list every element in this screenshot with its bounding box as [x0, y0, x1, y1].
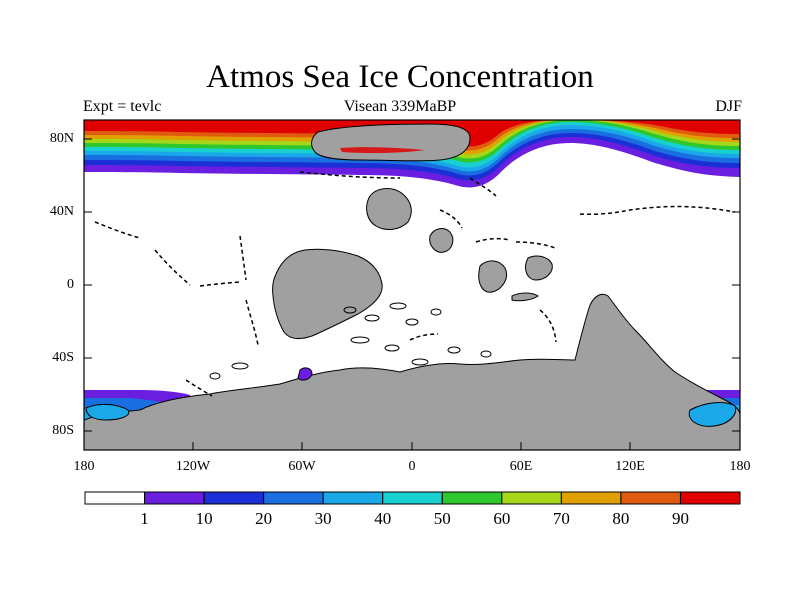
- colorbar-swatch: [84, 491, 146, 505]
- angara-inland-ice: [340, 147, 425, 154]
- map-title: Atmos Sea Ice Concentration: [206, 59, 594, 95]
- laurussia-landmass: [272, 248, 383, 340]
- colorbar-label: 80: [612, 509, 630, 528]
- coastline-dashes: [94, 171, 736, 397]
- colorbar-swatch: [382, 491, 443, 505]
- colorbar-label: 90: [671, 509, 689, 528]
- colorbar-label: 60: [493, 509, 511, 528]
- lat-label-0: 0: [67, 277, 74, 292]
- lat-label-80s: 80S: [52, 423, 74, 438]
- gondwana-landmass: [84, 293, 740, 450]
- colorbar-swatch: [263, 491, 324, 505]
- map-plot-area: [84, 120, 740, 450]
- colorbar-label: 70: [552, 509, 570, 528]
- colorbar-label: 30: [314, 509, 332, 528]
- colorbar-swatch: [620, 491, 681, 505]
- angara-landmass: [311, 123, 471, 162]
- period-label: Visean 339MaBP: [343, 98, 457, 115]
- small-islands: [209, 302, 492, 380]
- south-ice-patch-east: [688, 402, 737, 427]
- small-island: [511, 292, 539, 302]
- experiment-label: Expt = tevlc: [83, 98, 162, 115]
- colorbar-swatch: [560, 491, 622, 505]
- south-china-landmass: [478, 260, 507, 293]
- lon-label-60e: 60E: [509, 459, 533, 474]
- lon-label-180w: 180: [73, 459, 95, 474]
- colorbar-label: 50: [433, 509, 451, 528]
- indochina-landmass: [525, 255, 553, 281]
- lat-label-40s: 40S: [52, 350, 74, 365]
- south-ice-patch-west: [85, 403, 130, 421]
- island-with-ice: [297, 367, 313, 381]
- lat-label-80n: 80N: [49, 131, 74, 146]
- lon-label-60w: 60W: [288, 459, 316, 474]
- colorbar-label: 40: [374, 509, 392, 528]
- colorbar-label: 10: [195, 509, 213, 528]
- lon-label-0: 0: [408, 459, 416, 474]
- colorbar-swatch: [144, 491, 205, 505]
- lon-label-180e: 180: [729, 459, 751, 474]
- colorbar-swatch: [203, 491, 265, 505]
- north-china-landmass: [429, 228, 454, 253]
- lon-label-120w: 120W: [175, 459, 211, 474]
- colorbar-swatch: [501, 491, 562, 505]
- colorbar-swatch: [679, 491, 741, 505]
- season-label: DJF: [715, 98, 742, 115]
- axis-ticks: [83, 138, 741, 450]
- kazakhstania-landmass: [366, 188, 412, 230]
- colorbar-swatch: [322, 491, 384, 505]
- lon-label-120e: 120E: [615, 459, 645, 474]
- colorbar-label: 1: [140, 509, 149, 528]
- colorbar-swatch: [441, 491, 503, 505]
- colorbar: [84, 491, 741, 505]
- colorbar-label: 20: [255, 509, 273, 528]
- lat-label-40n: 40N: [49, 204, 74, 219]
